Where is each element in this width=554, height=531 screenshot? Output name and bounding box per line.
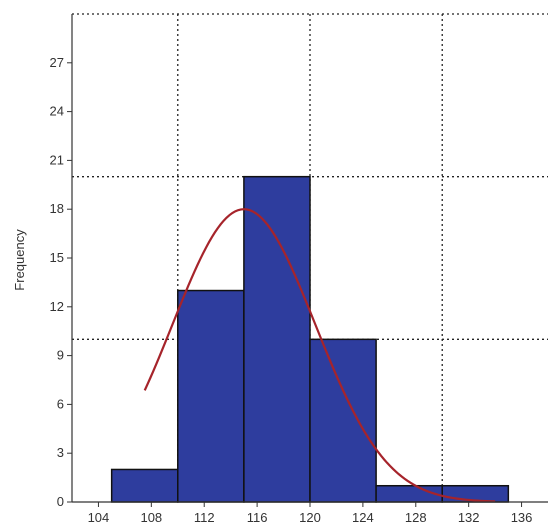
y-tick-label-9: 9 — [57, 348, 64, 363]
x-tick-label-104: 104 — [88, 510, 110, 525]
y-tick-label-0: 0 — [57, 494, 64, 509]
y-tick-label-15: 15 — [50, 250, 64, 265]
x-tick-label-112: 112 — [194, 510, 215, 525]
normal-curve — [143, 208, 496, 503]
x-tick-label-116: 116 — [247, 510, 268, 525]
y-axis-title: Frequency — [12, 229, 27, 291]
y-tick-label-27: 27 — [50, 55, 64, 70]
axes: 0 3 6 9 12 15 18 21 24 27 104 108 112 116 120 124 128 132… — [50, 14, 548, 525]
y-tick-label-18: 18 — [50, 201, 64, 216]
histogram-bar-3 — [243, 175, 311, 503]
normal-curve-layer — [143, 208, 496, 503]
y-tick-label-21: 21 — [50, 152, 64, 167]
x-tick-label-136: 136 — [511, 510, 533, 525]
histogram-bars — [110, 175, 510, 503]
y-tick-label-24: 24 — [50, 104, 64, 119]
y-tick-label-12: 12 — [50, 299, 64, 314]
x-tick-label-128: 128 — [405, 510, 427, 525]
y-tick-label-6: 6 — [57, 396, 64, 411]
histogram-bar-1 — [110, 468, 179, 503]
histogram-bar-2 — [177, 289, 245, 503]
histogram-bar-4 — [309, 338, 377, 503]
x-tick-label-108: 108 — [140, 510, 162, 525]
x-tick-label-120: 120 — [299, 510, 321, 525]
x-tick-label-132: 132 — [458, 510, 480, 525]
x-tick-label-124: 124 — [352, 510, 374, 525]
y-tick-label-3: 3 — [57, 445, 64, 460]
